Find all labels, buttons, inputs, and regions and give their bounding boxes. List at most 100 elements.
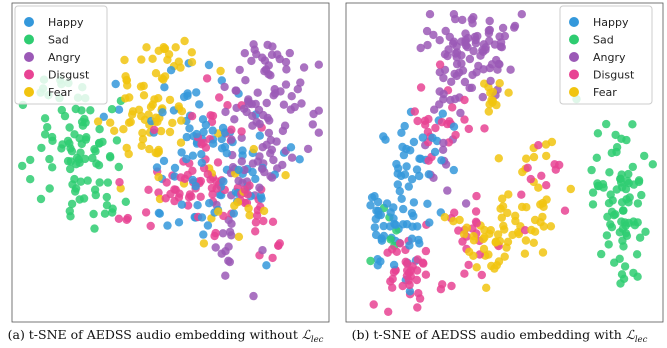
data-point-angry	[460, 77, 470, 87]
data-point-disgust	[227, 125, 236, 134]
data-point-disgust	[460, 115, 469, 124]
data-point-disgust	[421, 120, 430, 129]
data-point-fear	[174, 57, 183, 66]
data-point-sad	[628, 162, 637, 172]
data-point-fear	[156, 126, 166, 136]
data-point-angry	[237, 133, 246, 142]
data-point-angry	[486, 76, 495, 86]
data-point-disgust	[122, 215, 131, 224]
data-point-fear	[123, 81, 132, 90]
data-point-angry	[484, 26, 494, 35]
data-point-disgust	[183, 201, 193, 210]
data-point-sad	[79, 194, 89, 203]
data-point-fear	[145, 144, 154, 154]
data-point-sad	[48, 163, 57, 172]
data-point-angry	[220, 82, 229, 92]
data-point-fear	[233, 198, 243, 207]
data-point-sad	[588, 188, 598, 197]
data-point-disgust	[185, 190, 195, 199]
data-point-angry	[299, 63, 309, 72]
data-point-disgust	[251, 218, 261, 227]
data-point-sad	[622, 231, 632, 240]
data-point-angry	[439, 89, 448, 99]
data-point-sad	[624, 169, 633, 179]
data-point-sad	[65, 139, 74, 148]
data-point-sad	[66, 164, 75, 174]
data-point-fear	[151, 69, 161, 78]
data-point-fear	[216, 66, 225, 76]
legend-marker-happy	[24, 17, 34, 27]
data-point-happy	[399, 150, 409, 160]
data-point-sad	[114, 162, 124, 172]
legend-label-happy: Happy	[593, 16, 629, 29]
data-point-fear	[521, 236, 531, 245]
data-point-happy	[229, 209, 238, 218]
data-point-sad	[26, 155, 35, 165]
data-point-happy	[199, 230, 208, 239]
data-point-fear	[126, 117, 135, 127]
data-point-disgust	[464, 124, 473, 134]
data-point-sad	[386, 235, 395, 244]
data-point-sad	[67, 199, 77, 209]
data-point-disgust	[162, 178, 171, 187]
data-point-angry	[255, 152, 264, 161]
data-point-fear	[234, 232, 244, 241]
data-point-disgust	[115, 178, 124, 187]
data-point-angry	[296, 78, 305, 87]
data-point-fear	[146, 102, 156, 112]
data-point-disgust	[245, 181, 254, 190]
data-point-angry	[221, 107, 230, 117]
data-point-happy	[438, 109, 447, 118]
legend-marker-sad	[24, 34, 34, 45]
data-point-happy	[407, 175, 417, 184]
data-point-happy	[158, 108, 167, 117]
data-point-sad	[635, 233, 645, 242]
data-point-angry	[221, 247, 230, 256]
data-point-angry	[443, 186, 452, 195]
data-point-disgust	[421, 246, 431, 256]
data-point-disgust	[542, 181, 551, 190]
data-point-angry	[293, 85, 302, 94]
data-point-angry	[254, 105, 264, 115]
data-point-disgust	[398, 281, 407, 291]
data-point-fear	[493, 230, 503, 239]
data-point-fear	[93, 117, 103, 126]
data-point-happy	[185, 124, 194, 133]
data-point-happy	[217, 76, 226, 85]
data-point-sad	[86, 106, 95, 115]
data-point-happy	[203, 221, 213, 230]
data-point-disgust	[460, 95, 469, 105]
data-point-sad	[60, 111, 70, 121]
data-point-happy	[409, 198, 419, 207]
data-point-sad	[629, 268, 638, 278]
data-point-angry	[470, 32, 480, 42]
data-point-happy	[177, 148, 186, 157]
data-point-fear	[106, 118, 115, 127]
data-point-disgust	[404, 276, 413, 285]
data-point-sad	[95, 125, 104, 134]
data-point-disgust	[436, 285, 446, 294]
data-point-fear	[522, 154, 531, 163]
legend: Happy Sad Angry Disgust Fear	[14, 5, 108, 105]
data-point-happy	[182, 132, 191, 142]
data-point-fear	[498, 194, 507, 203]
data-point-fear	[494, 154, 503, 163]
data-point-happy	[370, 223, 379, 232]
data-point-disgust	[384, 307, 393, 316]
data-point-disgust	[424, 156, 433, 165]
caption-text: (b) t-SNE of AEDSS audio embedding with	[351, 327, 626, 342]
data-point-fear	[459, 230, 469, 239]
data-point-sad	[611, 130, 620, 140]
data-point-angry	[430, 105, 439, 114]
data-point-disgust	[460, 269, 469, 278]
data-point-happy	[182, 154, 191, 164]
data-point-happy	[402, 162, 411, 171]
data-point-happy	[220, 128, 230, 137]
data-point-disgust	[176, 173, 185, 182]
legend-label-fear: Fear	[593, 86, 617, 99]
data-point-angry	[269, 155, 278, 165]
data-point-disgust	[401, 257, 410, 266]
data-point-angry	[425, 10, 435, 19]
data-point-angry	[447, 77, 456, 87]
data-point-disgust	[447, 281, 456, 291]
